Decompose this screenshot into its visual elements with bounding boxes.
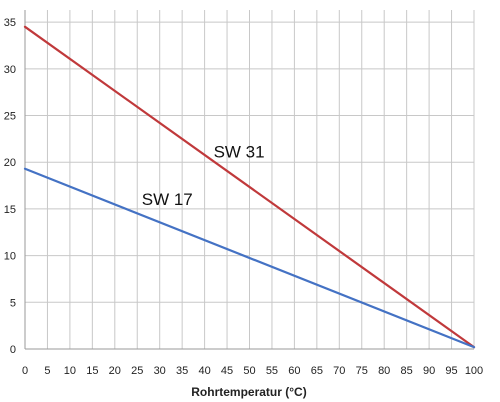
y-tick-label: 15	[4, 204, 16, 216]
x-tick-label: 45	[221, 365, 233, 377]
y-tick-label: 0	[10, 344, 16, 356]
series-label: SW 31	[214, 143, 265, 162]
x-tick-label: 15	[86, 365, 98, 377]
x-tick-label: 20	[109, 365, 121, 377]
x-tick-label: 95	[445, 365, 457, 377]
x-tick-label: 5	[44, 365, 50, 377]
x-tick-label: 10	[64, 365, 76, 377]
x-tick-label: 100	[465, 365, 483, 377]
y-tick-label: 20	[4, 157, 16, 169]
x-tick-label: 55	[266, 365, 278, 377]
x-tick-label: 35	[176, 365, 188, 377]
x-tick-label: 50	[243, 365, 255, 377]
x-tick-label: 90	[423, 365, 435, 377]
y-tick-label: 10	[4, 251, 16, 263]
x-tick-label: 80	[378, 365, 390, 377]
x-tick-label: 60	[288, 365, 300, 377]
y-tick-label: 5	[10, 297, 16, 309]
series-line-sw-31	[23, 25, 476, 349]
x-tick-label: 75	[356, 365, 368, 377]
x-axis-label: Rohrtemperatur (°C)	[191, 385, 306, 399]
x-tick-label: 85	[401, 365, 413, 377]
x-tick-label: 70	[333, 365, 345, 377]
x-tick-label: 65	[311, 365, 323, 377]
y-tick-label: 30	[4, 64, 16, 76]
labels: SW 31 SW 17	[142, 143, 265, 210]
series-label: SW 17	[142, 190, 193, 209]
y-tick-label: 25	[4, 111, 16, 123]
axes: 0 5 10 15 20 25 30 35 40 45 50 55 60 65 70 75 80 85 90 95 10…	[4, 10, 483, 377]
x-tick-label: 25	[131, 365, 143, 377]
series-line-sw-17	[23, 167, 476, 349]
x-tick-label: 0	[22, 365, 28, 377]
y-tick-label: 35	[4, 17, 16, 29]
x-tick-label: 30	[154, 365, 166, 377]
x-tick-label: 40	[198, 365, 210, 377]
grid	[24, 10, 475, 350]
series	[23, 25, 476, 349]
